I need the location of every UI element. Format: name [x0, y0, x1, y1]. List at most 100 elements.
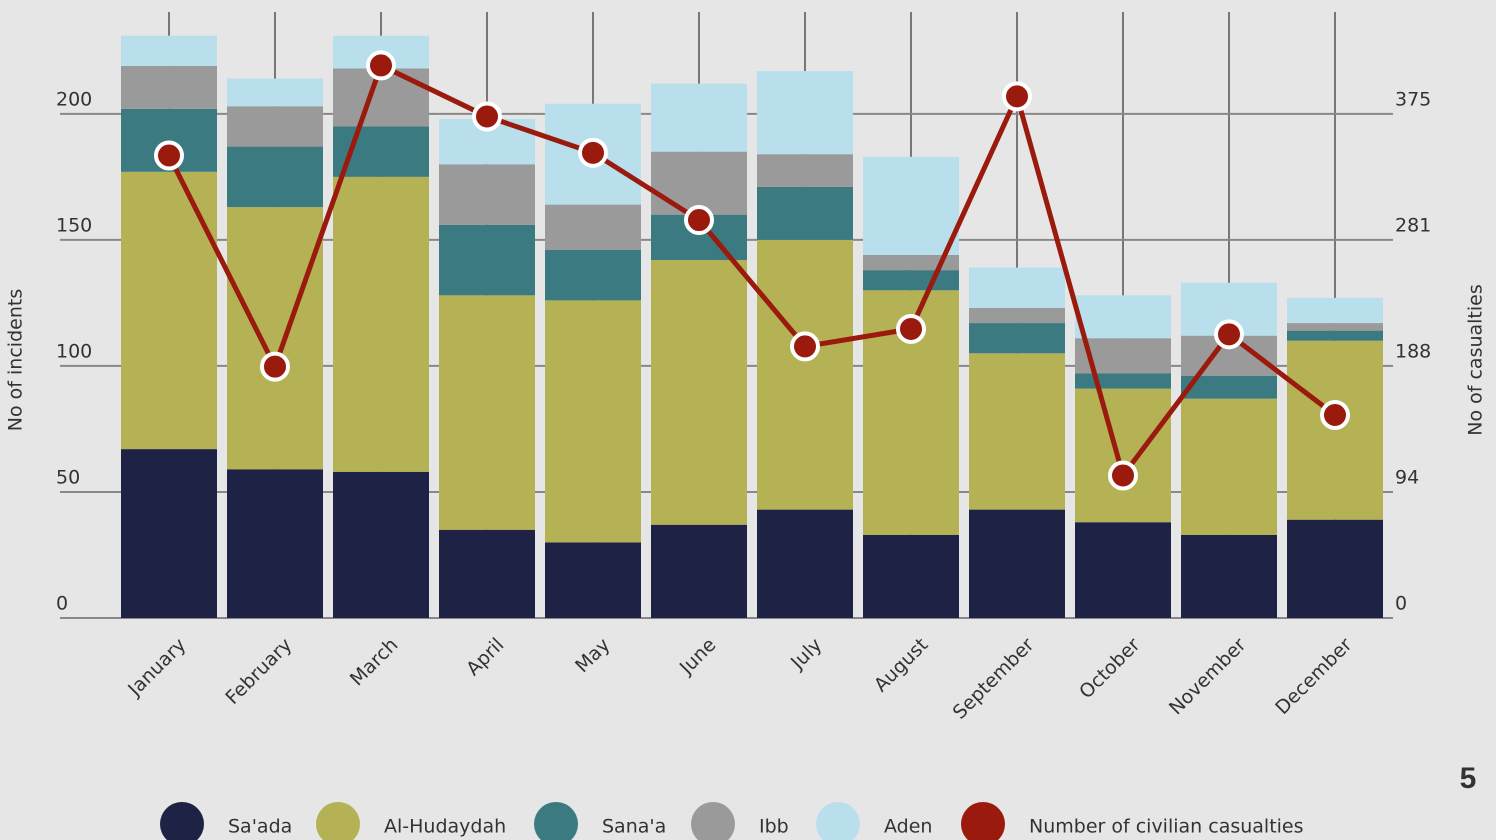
bar-segment: [757, 70, 853, 155]
legend-swatch: [534, 802, 578, 840]
y2-tick-label: 94: [1395, 466, 1419, 488]
x-tick-label: September: [949, 634, 1039, 724]
bar-segment: [227, 146, 323, 208]
y2-axis-title: No of casualties: [1465, 284, 1487, 436]
bar-segment: [969, 267, 1065, 308]
legend-swatch: [816, 802, 860, 840]
bar-segment: [439, 224, 535, 296]
line-point: [260, 351, 290, 382]
legend-label: Sana'a: [602, 816, 666, 838]
legend-swatch: [316, 802, 360, 840]
x-tick-label: November: [1165, 634, 1251, 720]
legend-label: Aden: [884, 816, 932, 838]
bar-segment: [545, 542, 641, 618]
bar-segment: [1075, 522, 1171, 618]
bar-segment: [1075, 295, 1171, 339]
y2-tick-label: 281: [1395, 214, 1431, 236]
line-point: [578, 137, 608, 168]
bar-segment: [863, 156, 959, 255]
y2-tick-label: 0: [1395, 593, 1407, 615]
y-tick-label: 50: [56, 466, 80, 488]
bar-segment: [863, 270, 959, 291]
x-tick-label: July: [786, 634, 826, 674]
bar-segment: [1287, 519, 1383, 618]
legend-label: Sa'ada: [228, 816, 292, 838]
legend-swatch: [961, 802, 1005, 840]
bar-segment: [1181, 534, 1277, 618]
line-point: [154, 140, 184, 171]
bar-segment: [969, 307, 1065, 324]
bar-segment: [227, 106, 323, 147]
y-tick-label: 200: [56, 88, 92, 110]
x-tick-label: May: [571, 634, 614, 677]
line-point: [896, 313, 926, 344]
bar-segment: [757, 239, 853, 510]
legend-swatch: [160, 802, 204, 840]
bar-segment: [969, 509, 1065, 618]
bar-segment: [1287, 297, 1383, 324]
bar-segment: [1287, 323, 1383, 331]
bar-segment: [333, 126, 429, 177]
bar-segment: [121, 449, 217, 618]
bar-segment: [1181, 376, 1277, 399]
line-point: [1002, 81, 1032, 112]
page-number: 5: [1460, 762, 1477, 795]
bar-segment: [969, 323, 1065, 354]
bar-segment: [227, 78, 323, 107]
x-tick-label: June: [675, 634, 721, 680]
legend-label: Number of civilian casualties: [1029, 816, 1304, 838]
bar-segment: [1287, 340, 1383, 520]
bar-segment: [439, 529, 535, 618]
y-tick-label: 100: [56, 340, 92, 362]
bar-segment: [333, 471, 429, 618]
x-tick-label: March: [346, 634, 403, 691]
line: [166, 61, 1337, 482]
x-tick-label: April: [462, 634, 508, 680]
bar-segment: [1181, 398, 1277, 535]
bar-segment: [651, 260, 747, 525]
bar-segment: [651, 151, 747, 215]
y-tick-label: 0: [56, 593, 68, 615]
bar-segment: [969, 353, 1065, 510]
bar-segment: [227, 207, 323, 470]
line-point: [1214, 319, 1244, 350]
x-tick-label: October: [1075, 634, 1144, 703]
bar-segment: [651, 83, 747, 152]
line-point: [1320, 399, 1350, 430]
bar-segment: [121, 171, 217, 450]
bar-segment: [227, 469, 323, 618]
bar-segment: [757, 509, 853, 618]
bar-segment: [863, 255, 959, 271]
bar-segment: [757, 186, 853, 240]
line-point: [790, 331, 820, 362]
line-point: [366, 50, 396, 81]
legend-label: Al-Hudaydah: [384, 816, 506, 838]
bar-segment: [333, 176, 429, 472]
x-tick-label: February: [221, 634, 296, 709]
bar-segment: [545, 300, 641, 543]
legend-swatch: [691, 802, 735, 840]
bar-segment: [439, 295, 535, 530]
bar-segment: [121, 65, 217, 109]
y-tick-label: 150: [56, 214, 92, 236]
y2-tick-label: 188: [1395, 340, 1431, 362]
x-tick-label: August: [870, 634, 933, 697]
bar-segment: [651, 524, 747, 618]
legend-label: Ibb: [759, 816, 789, 838]
line-point: [1108, 460, 1138, 491]
bar-segment: [439, 164, 535, 225]
bar-segment: [545, 204, 641, 250]
bar-segment: [863, 534, 959, 618]
line-point: [472, 101, 502, 132]
bar-segment: [1075, 373, 1171, 389]
y2-tick-label: 375: [1395, 88, 1431, 110]
bar-segment: [1287, 330, 1383, 341]
x-tick-label: December: [1271, 634, 1356, 719]
bar-segment: [545, 249, 641, 301]
line-point: [684, 205, 714, 236]
y-axis-title: No of incidents: [5, 289, 27, 431]
bar-segment: [757, 154, 853, 187]
bar-segment: [121, 35, 217, 66]
